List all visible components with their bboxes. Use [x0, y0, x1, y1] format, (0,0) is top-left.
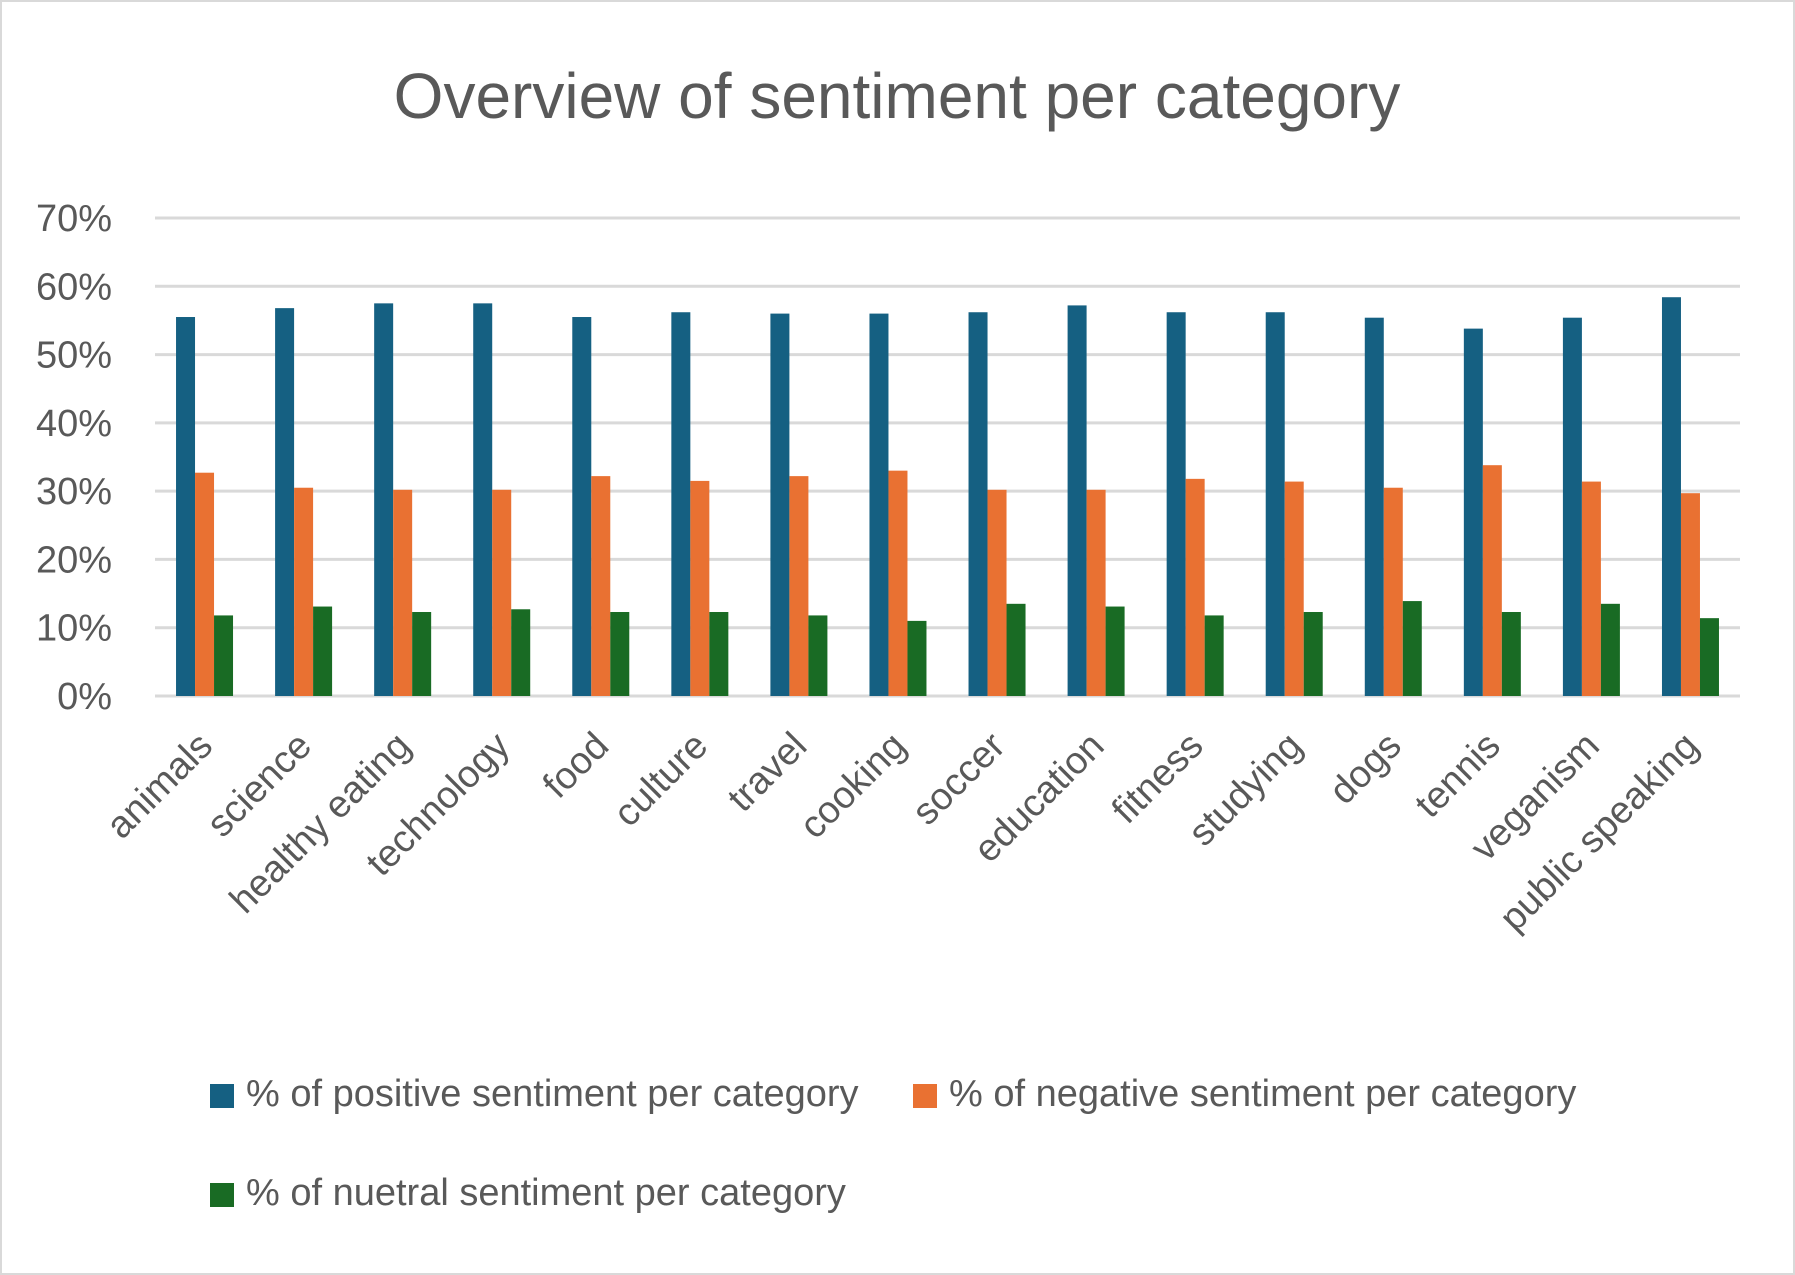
x-tick-label: animals — [99, 725, 221, 847]
bar — [1204, 615, 1224, 696]
bar — [1600, 603, 1620, 696]
y-tick-label: 70% — [36, 198, 112, 240]
bar — [1680, 493, 1700, 696]
bar — [1185, 478, 1205, 696]
legend-swatch — [913, 1084, 937, 1108]
bar — [1463, 328, 1483, 696]
bar — [1086, 489, 1106, 696]
y-tick-label: 50% — [36, 335, 112, 377]
bar — [1482, 465, 1502, 696]
legend-label: % of negative sentiment per category — [949, 1073, 1576, 1115]
legend-swatch — [210, 1183, 234, 1207]
bar — [393, 489, 413, 696]
bar — [492, 489, 512, 696]
bar — [1364, 317, 1384, 696]
bar — [1303, 612, 1323, 696]
bar — [1501, 612, 1521, 696]
x-tick-label: food — [535, 725, 617, 807]
bar — [412, 612, 432, 696]
y-tick-label: 20% — [36, 539, 112, 581]
bar — [671, 312, 691, 696]
bar — [313, 606, 333, 696]
legend-label: % of positive sentiment per category — [246, 1073, 859, 1115]
legend-label: % of nuetral sentiment per category — [246, 1172, 846, 1214]
bar — [591, 476, 611, 696]
x-tick-label: culture — [606, 725, 716, 835]
bar — [1105, 606, 1125, 696]
bar — [214, 615, 234, 696]
bar — [1699, 618, 1719, 696]
bar — [176, 317, 196, 696]
bar — [511, 609, 531, 696]
legend-swatch — [210, 1084, 234, 1108]
bar — [1562, 317, 1582, 696]
legend: % of positive sentiment per category % of… — [210, 1073, 1576, 1214]
bar — [1067, 305, 1087, 696]
y-tick-label: 30% — [36, 471, 112, 513]
chart-title: Overview of sentiment per category — [394, 60, 1401, 132]
y-tick-label: 10% — [36, 608, 112, 650]
x-tick-label: travel — [720, 725, 815, 820]
bar — [473, 303, 493, 696]
y-tick-label: 60% — [36, 266, 112, 308]
bar — [907, 620, 927, 696]
x-tick-label: cooking — [792, 725, 914, 847]
bar — [789, 476, 809, 696]
bar — [374, 303, 394, 696]
bar — [1006, 603, 1026, 696]
bar — [987, 489, 1007, 696]
bar — [610, 612, 630, 696]
bar — [1284, 481, 1304, 696]
bar — [1661, 297, 1681, 696]
bar — [195, 472, 215, 696]
bar — [294, 487, 314, 696]
y-tick-label: 0% — [57, 676, 112, 718]
y-tick-label: 40% — [36, 403, 112, 445]
bar — [275, 308, 295, 696]
bar — [808, 615, 828, 696]
bar — [968, 312, 988, 696]
x-tick-label: dogs — [1322, 725, 1410, 813]
bar — [1265, 312, 1285, 696]
bar — [690, 480, 710, 696]
bar — [1166, 312, 1186, 696]
bar — [572, 317, 592, 696]
bar — [1581, 481, 1601, 696]
bar — [1383, 487, 1403, 696]
bar — [1402, 601, 1422, 696]
bar — [888, 470, 908, 696]
y-axis-ticks: 0% 10% 20% 30% 40% 50% 60% 70% — [36, 198, 112, 718]
bars — [176, 297, 1719, 696]
bar — [869, 313, 889, 696]
bar — [770, 313, 790, 696]
bar — [709, 612, 729, 696]
